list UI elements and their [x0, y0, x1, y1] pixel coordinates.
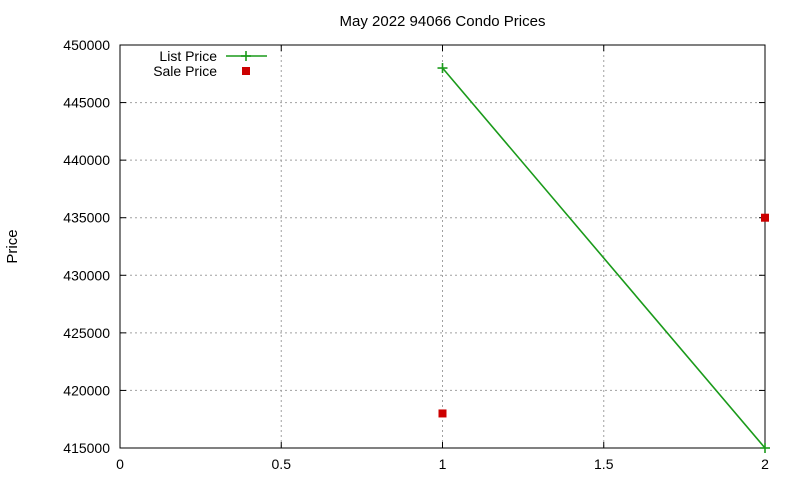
data-layer: [437, 63, 770, 453]
grid-layer: [120, 45, 765, 448]
sale-price-point: [761, 213, 769, 222]
y-tick-label: 420000: [63, 382, 110, 398]
y-tick-label: 415000: [63, 440, 110, 456]
legend-label-sale-price: Sale Price: [153, 63, 217, 79]
x-tick-label: 1: [439, 456, 447, 472]
x-tick-label: 0.5: [272, 456, 292, 472]
y-axis-label: Price: [4, 229, 21, 263]
x-tick-label: 1.5: [594, 456, 614, 472]
legend-label-list-price: List Price: [159, 48, 217, 64]
y-tick-label: 440000: [63, 152, 110, 168]
list-price-point: [760, 443, 770, 453]
list-price-line: [441, 67, 766, 449]
ticks-layer: 0 0.5 1 1.5 2 415000 420000 425000 430000 435000 4…: [63, 37, 769, 472]
x-tick-label: 2: [761, 456, 769, 472]
y-tick-label: 435000: [63, 210, 110, 226]
y-tick-label: 450000: [63, 37, 110, 53]
legend-marker-sale-price: [242, 67, 250, 75]
legend-marker-list-price: [241, 51, 251, 61]
y-tick-label: 445000: [63, 95, 110, 111]
list-price-point: [437, 63, 448, 74]
x-tick-label: 0: [116, 456, 124, 472]
y-tick-label: 430000: [63, 267, 110, 283]
chart-title: May 2022 94066 Condo Prices: [340, 13, 546, 30]
y-tick-label: 425000: [63, 325, 110, 341]
sale-price-point: [438, 409, 447, 418]
